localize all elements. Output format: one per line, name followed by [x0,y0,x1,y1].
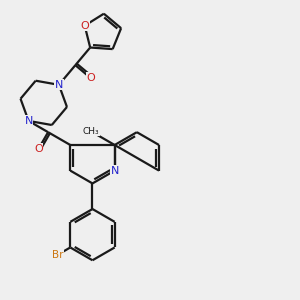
Text: N: N [55,80,63,90]
Text: O: O [86,73,95,83]
Text: O: O [80,21,89,31]
Text: N: N [24,116,33,126]
Text: CH₃: CH₃ [83,127,100,136]
Text: Br: Br [52,250,64,260]
Text: O: O [34,144,43,154]
Text: N: N [110,166,119,176]
